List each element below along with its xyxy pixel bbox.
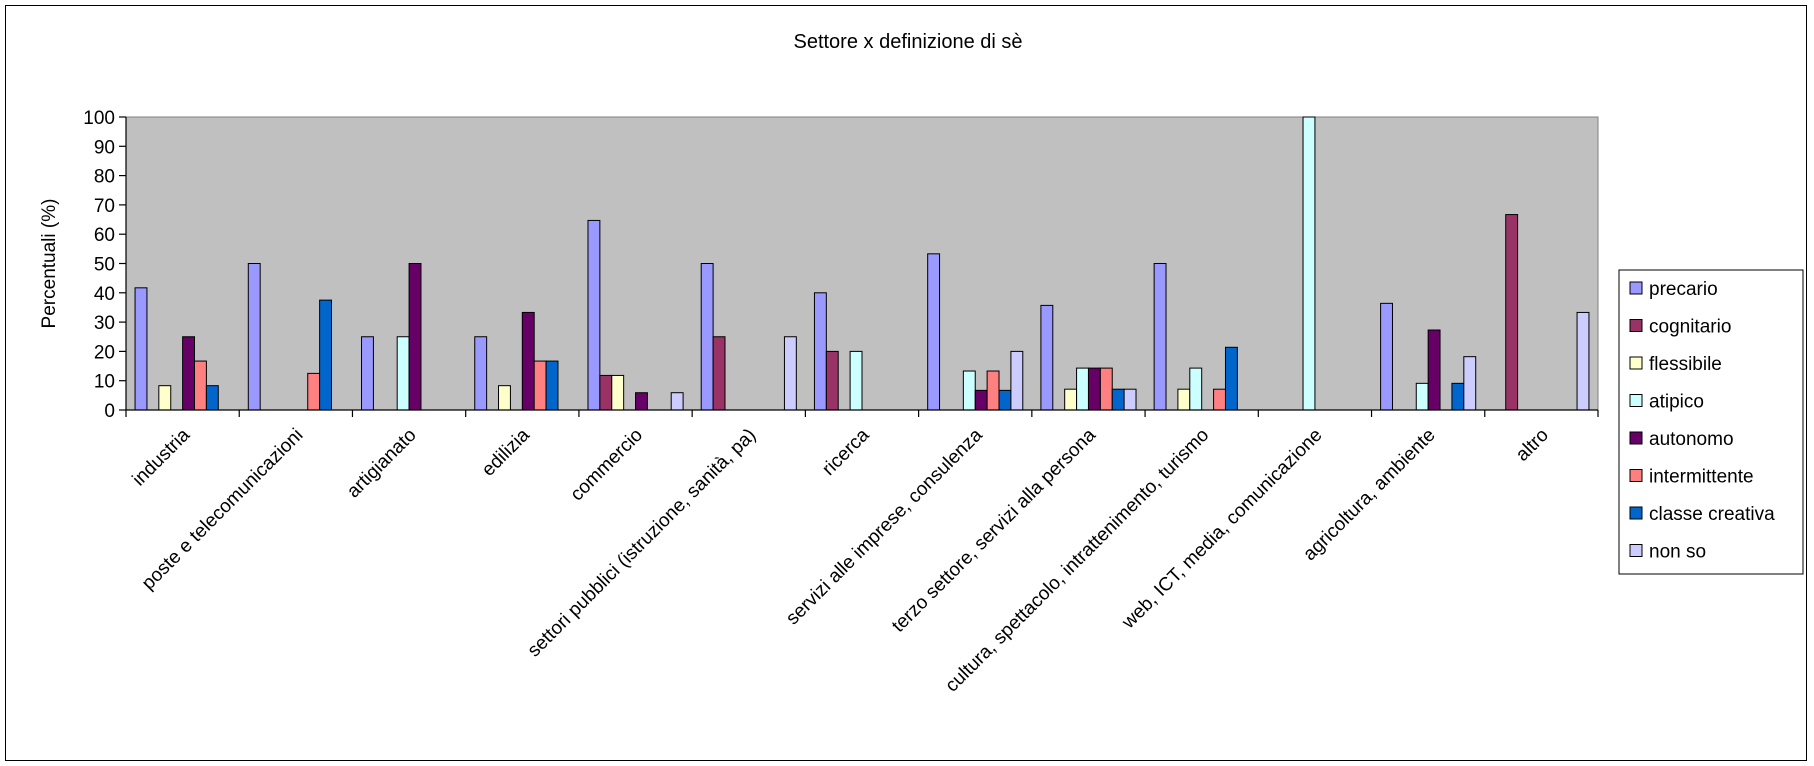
bar [670,392,684,411]
legend-swatch [1629,506,1643,520]
legend-label: intermittente [1649,467,1754,488]
legend-label: classe creativa [1649,504,1775,525]
bar [1153,263,1167,411]
bar [408,263,422,411]
bar [783,336,797,411]
legend: precario cognitario flessibile atipico auton… [1618,269,1804,575]
y-axis: 0 10 20 30 40 50 60 70 80 90 100 [83,108,127,422]
bar [635,392,648,411]
bar [158,385,172,411]
bar [962,370,976,411]
bar [1087,367,1101,411]
bar [474,336,488,411]
bar [1463,356,1477,411]
legend-label: non so [1649,542,1706,563]
bar [1415,382,1429,411]
legend-label: atipico [1649,392,1704,413]
bar [611,374,625,411]
y-tick-label: 20 [94,342,115,363]
bar [319,299,333,411]
y-tick-label: 90 [94,137,115,158]
bar [1111,388,1125,411]
y-tick-label: 50 [94,255,115,276]
x-category-label: cultura, spettacolo, intrattenimento, tu… [941,425,1213,697]
bar [205,385,219,411]
legend-swatch [1629,544,1643,557]
bar [361,336,374,411]
x-category-label: agricoltura, ambiente [1299,425,1439,565]
x-category-label: web, ICT, media, comunicazione [1117,425,1326,634]
y-tick-label: 40 [94,284,115,305]
bar [1099,367,1113,411]
bar [396,336,410,411]
x-category-label: ricerca [818,424,873,479]
bar [134,287,148,411]
bar [1064,388,1078,411]
legend-swatch [1629,431,1643,445]
bar [1123,388,1137,411]
bar [533,360,547,411]
bar [849,350,863,411]
x-category-label: edilizia [478,424,534,480]
bar [182,336,196,411]
bar [998,389,1012,411]
bar [247,263,261,411]
bar [1505,214,1519,411]
bar [1213,388,1226,411]
bar [498,385,511,411]
bar [712,336,726,411]
bar [599,374,613,411]
legend-swatch [1629,394,1643,407]
bar [700,263,714,411]
bar [1576,311,1590,411]
legend-box [1618,269,1804,575]
x-category-label: commercio [567,425,648,506]
legend-label: autonomo [1649,429,1734,450]
legend-label: cognitario [1649,317,1731,338]
bar [1427,329,1441,411]
x-category-label: servizi alle imprese, consulenza [782,424,987,629]
bar [986,370,1000,411]
legend-swatch [1629,281,1643,295]
legend-swatch [1629,356,1643,370]
x-category-label: terzo settore, servizi alla persona [888,424,1100,636]
y-tick-label: 0 [104,401,115,422]
bar [1189,367,1203,411]
chart-title: Settore x definizione di sè [793,31,1022,53]
bar [521,311,535,411]
y-tick-label: 80 [94,167,115,188]
x-category-label: settori pubblici (istruzione, sanità, pa… [524,425,761,662]
bar [545,360,559,411]
bar [587,219,601,411]
bar [1076,367,1089,411]
legend-swatch [1629,469,1643,482]
bar [1040,304,1054,411]
bar [1010,350,1024,411]
bar [1302,116,1316,411]
bar [307,372,321,411]
y-tick-label: 100 [83,108,115,129]
bar [1380,302,1393,411]
y-tick-label: 60 [94,225,115,246]
y-tick-label: 30 [94,313,115,334]
y-tick-label: 10 [94,372,115,393]
bar [813,292,827,411]
bar [927,253,941,411]
bar [974,389,988,411]
bar [825,350,839,411]
bar [1177,388,1191,411]
bar [1451,382,1465,411]
x-category-label: industria [129,424,195,490]
legend-label: precario [1649,279,1718,300]
y-axis-label: Percentuali (%) [39,199,60,329]
legend-swatch [1629,319,1643,332]
x-category-label: altro [1512,425,1553,466]
bar [194,360,207,411]
bar [1224,346,1238,411]
y-tick-label: 70 [94,196,115,217]
x-category-label: artigianato [343,425,421,503]
legend-label: flessibile [1649,354,1722,375]
